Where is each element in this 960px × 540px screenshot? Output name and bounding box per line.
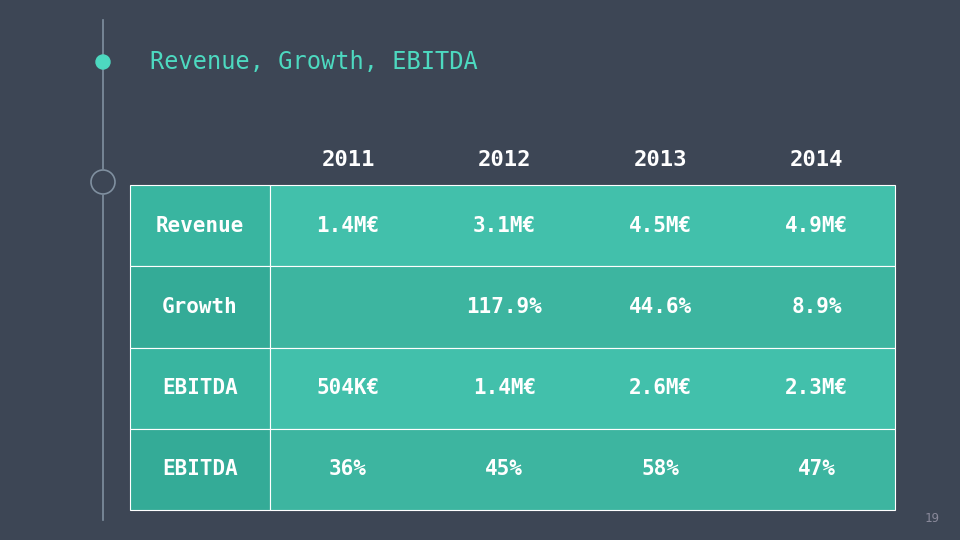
Text: EBITDA: EBITDA xyxy=(162,460,238,480)
Text: 19: 19 xyxy=(925,512,940,525)
Text: 8.9%: 8.9% xyxy=(792,297,842,317)
Text: 3.1M€: 3.1M€ xyxy=(473,215,536,235)
Text: 2013: 2013 xyxy=(634,150,687,170)
Bar xyxy=(270,429,895,510)
Text: 4.9M€: 4.9M€ xyxy=(785,215,849,235)
Bar xyxy=(130,348,270,429)
Text: 1.4M€: 1.4M€ xyxy=(473,378,536,398)
Bar xyxy=(130,266,270,348)
Circle shape xyxy=(96,55,110,69)
Text: 2014: 2014 xyxy=(790,150,844,170)
Text: Revenue: Revenue xyxy=(156,215,244,235)
Text: 36%: 36% xyxy=(329,460,367,480)
Text: 58%: 58% xyxy=(641,460,680,480)
Text: 2011: 2011 xyxy=(322,150,374,170)
Text: 47%: 47% xyxy=(798,460,836,480)
Text: 1.4M€: 1.4M€ xyxy=(317,215,380,235)
Text: 117.9%: 117.9% xyxy=(467,297,542,317)
Bar xyxy=(270,185,895,266)
Text: EBITDA: EBITDA xyxy=(162,378,238,398)
Circle shape xyxy=(91,170,115,194)
Text: 44.6%: 44.6% xyxy=(629,297,692,317)
Text: Revenue, Growth, EBITDA: Revenue, Growth, EBITDA xyxy=(150,50,478,74)
Bar xyxy=(130,185,270,266)
Text: 2012: 2012 xyxy=(478,150,531,170)
Text: 504K€: 504K€ xyxy=(317,378,380,398)
Text: 4.5M€: 4.5M€ xyxy=(629,215,692,235)
Text: Growth: Growth xyxy=(162,297,238,317)
Text: 2.6M€: 2.6M€ xyxy=(629,378,692,398)
Text: 2.3M€: 2.3M€ xyxy=(785,378,849,398)
Text: 45%: 45% xyxy=(486,460,523,480)
Bar xyxy=(270,348,895,429)
Bar xyxy=(130,429,270,510)
Bar xyxy=(270,266,895,348)
